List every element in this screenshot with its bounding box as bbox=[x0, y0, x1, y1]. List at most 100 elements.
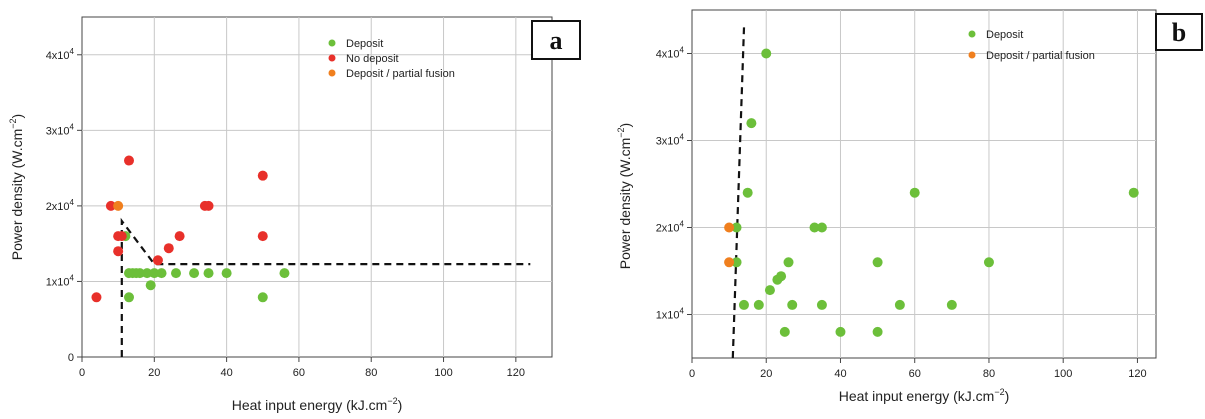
x-tick-label: 120 bbox=[507, 367, 525, 379]
panel-label-a: a bbox=[550, 26, 563, 55]
legend-label: No deposit bbox=[346, 53, 399, 65]
point-deposit-partial-fusion bbox=[113, 200, 124, 211]
legend-marker bbox=[328, 69, 336, 77]
legend-b: Deposit Deposit / partial fusion bbox=[968, 29, 1095, 62]
y-tick-label: 2x104 bbox=[46, 198, 75, 213]
x-tick-label: 0 bbox=[689, 368, 695, 380]
points-a bbox=[91, 155, 290, 303]
point-no-deposit bbox=[152, 255, 163, 266]
y-tick-label: 4x104 bbox=[656, 46, 685, 61]
point-deposit bbox=[145, 280, 156, 291]
boundary-dashed-line bbox=[120, 217, 531, 357]
x-tick-label: 120 bbox=[1128, 368, 1146, 380]
x-tick-label: 40 bbox=[220, 367, 232, 379]
point-deposit bbox=[257, 292, 268, 303]
y-axis-title-b: Power density (W.cm−2) bbox=[616, 123, 633, 269]
x-tick-label: 80 bbox=[365, 367, 377, 379]
point-deposit bbox=[1128, 187, 1139, 198]
point-deposit bbox=[809, 222, 820, 233]
points-b bbox=[724, 48, 1139, 337]
point-deposit bbox=[171, 268, 181, 279]
y-tick-label: 3x104 bbox=[656, 133, 685, 148]
point-deposit bbox=[156, 268, 167, 279]
x-tick-label: 40 bbox=[834, 368, 846, 380]
point-deposit bbox=[816, 222, 827, 233]
point-deposit-partial-fusion bbox=[724, 257, 735, 268]
panel-label-b: b bbox=[1172, 18, 1186, 47]
point-deposit bbox=[221, 268, 232, 279]
y-tick-label: 0 bbox=[68, 352, 74, 364]
point-deposit bbox=[738, 299, 749, 310]
point-no-deposit bbox=[174, 231, 185, 242]
x-tick-label: 60 bbox=[909, 368, 921, 380]
legend-label: Deposit / partial fusion bbox=[986, 50, 1095, 62]
point-no-deposit bbox=[203, 200, 214, 211]
point-deposit bbox=[909, 187, 920, 198]
gridlines-a bbox=[82, 17, 552, 357]
point-no-deposit bbox=[163, 243, 174, 254]
point-deposit bbox=[746, 118, 757, 129]
legend-marker bbox=[968, 51, 976, 59]
point-deposit bbox=[742, 187, 753, 198]
y-ticks-a: 0 1x104 2x104 3x104 4x104 bbox=[46, 47, 82, 364]
x-tick-label: 20 bbox=[760, 368, 772, 380]
point-deposit bbox=[872, 257, 883, 268]
point-deposit bbox=[149, 268, 160, 279]
point-deposit bbox=[142, 268, 153, 279]
point-deposit bbox=[894, 299, 905, 310]
panel-label-box-a bbox=[531, 20, 581, 60]
x-ticks-b: 0 20 40 60 80 100 120 bbox=[689, 358, 1147, 380]
boundary-line-a bbox=[120, 217, 531, 357]
legend-label: Deposit bbox=[986, 29, 1023, 41]
x-tick-label: 60 bbox=[293, 367, 305, 379]
point-deposit bbox=[835, 326, 846, 337]
chart-panel-a: 0 20 40 60 80 100 120 0 1x104 2x104 3x104 4x104 He… bbox=[8, 16, 581, 413]
point-no-deposit bbox=[116, 231, 127, 242]
point-no-deposit bbox=[113, 246, 124, 257]
x-tick-label: 100 bbox=[434, 367, 452, 379]
x-axis-title-a: Heat input energy (kJ.cm−2) bbox=[232, 396, 403, 413]
legend-marker bbox=[328, 54, 336, 62]
point-deposit bbox=[764, 285, 775, 296]
point-deposit bbox=[872, 326, 883, 337]
y-tick-label: 3x104 bbox=[46, 122, 75, 137]
point-no-deposit bbox=[124, 155, 134, 166]
y-tick-label: 4x104 bbox=[46, 47, 75, 62]
point-no-deposit bbox=[257, 231, 268, 242]
point-deposit bbox=[124, 292, 134, 303]
point-deposit bbox=[134, 268, 145, 279]
legend-marker bbox=[968, 30, 976, 38]
point-deposit bbox=[787, 299, 798, 310]
legend-marker bbox=[328, 39, 336, 47]
x-tick-label: 80 bbox=[983, 368, 995, 380]
point-deposit bbox=[731, 222, 742, 233]
y-ticks-b: 1x104 2x104 3x104 4x104 bbox=[656, 46, 692, 322]
y-axis-title-a: Power density (W.cm−2) bbox=[8, 114, 25, 260]
x-tick-label: 100 bbox=[1054, 368, 1072, 380]
point-no-deposit bbox=[105, 200, 116, 211]
x-tick-label: 0 bbox=[79, 367, 85, 379]
point-deposit bbox=[816, 299, 827, 310]
point-deposit bbox=[731, 257, 742, 268]
x-axis-title-b: Heat input energy (kJ.cm−2) bbox=[839, 387, 1010, 404]
chart-panel-b: 0 20 40 60 80 100 120 1x104 2x104 3x104 4x104 Hea… bbox=[616, 9, 1203, 404]
point-deposit-partial-fusion bbox=[724, 222, 735, 233]
point-deposit bbox=[783, 257, 794, 268]
point-deposit bbox=[776, 271, 787, 282]
panel-label-box-b bbox=[1155, 13, 1203, 51]
point-deposit bbox=[779, 326, 790, 337]
y-tick-label: 1x104 bbox=[656, 307, 685, 322]
point-deposit bbox=[203, 268, 214, 279]
point-deposit bbox=[753, 299, 764, 310]
legend-a: Deposit No deposit Deposit / partial fusio… bbox=[328, 38, 455, 80]
point-no-deposit bbox=[91, 292, 102, 303]
point-deposit bbox=[983, 257, 994, 268]
point-deposit bbox=[946, 299, 957, 310]
point-no-deposit bbox=[257, 170, 268, 181]
y-tick-label: 1x104 bbox=[46, 273, 75, 288]
plot-area-b bbox=[691, 9, 1157, 359]
legend-label: Deposit / partial fusion bbox=[346, 68, 455, 80]
x-tick-label: 20 bbox=[148, 367, 160, 379]
point-deposit bbox=[761, 48, 772, 59]
